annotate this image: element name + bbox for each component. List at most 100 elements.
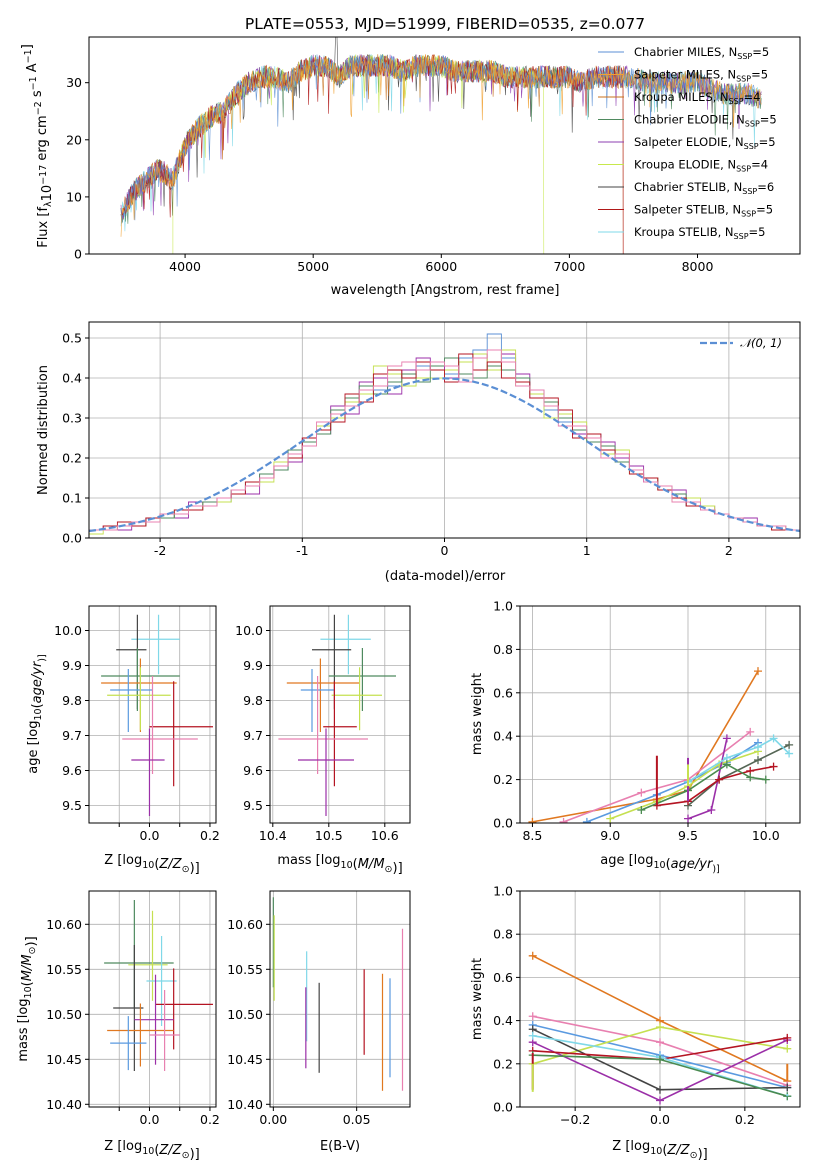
weight-line xyxy=(586,742,759,823)
weight-marker xyxy=(754,756,762,765)
y-axis-label-part: 10 xyxy=(33,708,44,720)
y-tick-label: 10.50 xyxy=(227,1007,263,1022)
legend-sub: SSP xyxy=(742,187,757,196)
y-tick-label: 10 xyxy=(66,189,82,204)
x-tick-label: 2 xyxy=(725,543,733,558)
y-axis-label-part: age/yr xyxy=(30,660,45,703)
x-tick-label: 8000 xyxy=(682,259,714,274)
legend-entry: Chabrier STELIB, NSSP=6 xyxy=(634,180,774,196)
x-axis-label: mass [log10(M/M⊙)] xyxy=(277,853,402,876)
y-tick-label: 9.9 xyxy=(243,658,263,673)
plot-area xyxy=(104,900,213,1071)
weight-marker xyxy=(722,734,731,743)
legend-sub: SSP xyxy=(729,97,744,106)
y-axis-label: Normed distribution xyxy=(36,365,51,495)
x-axis-label: age [log10(age/yr)] xyxy=(600,853,719,875)
x-axis-label-part: 10 xyxy=(142,860,154,871)
legend-count: =4 xyxy=(751,158,768,172)
weight-marker xyxy=(637,805,646,814)
weight-marker xyxy=(761,775,770,784)
x-axis-label-part: Z [log xyxy=(104,1139,142,1154)
y-tick-label: 30 xyxy=(66,75,82,90)
x-axis-label-part: )] xyxy=(712,864,719,875)
x-tick-label: 6000 xyxy=(425,259,457,274)
x-axis-label-part: ⊙ xyxy=(182,864,190,875)
x-axis-label-part: ( xyxy=(154,1143,159,1158)
legend-text: Chabrier ELODIE, N xyxy=(634,113,745,127)
y-axis-label-part: ( xyxy=(20,981,35,986)
x-tick-label: 0.05 xyxy=(343,1112,371,1127)
y-tick-label: 10.60 xyxy=(46,917,82,932)
legend-count: =5 xyxy=(752,45,769,59)
legend-entry: Kroupa MILES, NSSP=4 xyxy=(634,90,760,106)
weight-line xyxy=(687,744,790,807)
x-tick-label: 0.2 xyxy=(200,828,220,843)
x-axis-label-part: )] xyxy=(190,861,200,876)
x-axis-label: Z [log10(Z/Z⊙)] xyxy=(612,1139,707,1162)
y-tick-label: 0.8 xyxy=(493,927,513,942)
y-axis-label-part: s xyxy=(30,90,45,101)
legend-entry: Chabrier ELODIE, NSSP=5 xyxy=(634,113,777,129)
weight-marker xyxy=(769,762,778,771)
x-axis-label-part: Z [log xyxy=(104,853,142,868)
x-tick-label: 1 xyxy=(583,543,591,558)
x-axis-label-part: ⊙ xyxy=(385,864,393,875)
x-axis-label-part: M/M xyxy=(358,857,385,872)
x-axis-label-part: Z/Z xyxy=(666,1143,690,1158)
weight-line xyxy=(563,731,751,823)
y-axis-label: mass weight xyxy=(470,673,485,755)
y-axis-label: age [log10(age/yr)] xyxy=(26,654,48,773)
legend-count: =5 xyxy=(759,135,776,149)
legend-text: Kroupa MILES, N xyxy=(634,90,729,104)
x-axis-label-part: age/yr xyxy=(671,857,714,872)
x-tick-label: 0.2 xyxy=(200,1112,220,1127)
x-axis-label-part: )] xyxy=(190,1147,200,1162)
legend-count: =6 xyxy=(757,180,774,194)
axes-frame xyxy=(269,890,411,1108)
legend-count: =5 xyxy=(760,113,777,127)
y-axis-label-part: 10 xyxy=(23,986,34,998)
axes-frame xyxy=(88,890,217,1108)
weight-marker xyxy=(754,667,762,676)
x-tick-label: 0.0 xyxy=(140,828,160,843)
weight-marker xyxy=(746,773,755,782)
y-tick-label: 9.7 xyxy=(62,728,82,743)
x-axis-label: (data-model)/error xyxy=(385,569,506,584)
weight-marker xyxy=(528,951,537,960)
x-axis-label-part: )] xyxy=(698,1147,708,1162)
x-axis-label-part: )] xyxy=(393,861,403,876)
x-axis-label-part: ( xyxy=(154,857,159,872)
x-tick-label: 4000 xyxy=(169,259,201,274)
plot-area xyxy=(272,897,404,1091)
weight-marker xyxy=(783,1083,792,1092)
x-tick-label: 7000 xyxy=(553,259,585,274)
y-axis-label-part: 10 xyxy=(40,185,55,202)
x-axis-label-part: ( xyxy=(353,857,358,872)
y-axis-label-part: −17 xyxy=(38,165,49,185)
legend-text: Kroupa STELIB, N xyxy=(634,225,734,239)
y-tick-label: 9.7 xyxy=(243,728,263,743)
x-axis-label-part: 10 xyxy=(341,860,353,871)
weight-marker xyxy=(656,1096,664,1105)
y-tick-label: 9.6 xyxy=(62,763,82,778)
y-tick-label: 10.60 xyxy=(227,917,263,932)
y-tick-label: 0.4 xyxy=(493,729,513,744)
x-axis-label: Z [log10(Z/Z⊙)] xyxy=(104,1139,199,1162)
age-vs-metallicity-panel: 0.0 0.29.59.69.79.89.910.0Z [log10(Z/Z⊙)]… xyxy=(26,605,220,876)
legend-count: =5 xyxy=(749,225,766,239)
x-tick-label: 9.0 xyxy=(600,828,620,843)
y-tick-label: 0.0 xyxy=(493,1100,513,1115)
legend-entry: Salpeter ELODIE, NSSP=5 xyxy=(634,135,776,151)
x-tick-label: 5000 xyxy=(297,259,329,274)
y-tick-label: 0.2 xyxy=(493,772,513,787)
weight-line xyxy=(609,750,759,820)
x-tick-label: 0.00 xyxy=(259,1112,287,1127)
y-tick-label: 20 xyxy=(66,132,82,147)
weight-marker xyxy=(785,740,794,749)
x-axis-label-part: 10 xyxy=(650,1146,662,1157)
weight-marker xyxy=(656,1055,664,1064)
y-tick-label: 0.0 xyxy=(62,531,82,546)
y-tick-label: 0.5 xyxy=(62,331,82,346)
weight-marker xyxy=(559,817,568,823)
x-axis-label: Z [log10(Z/Z⊙)] xyxy=(104,853,199,876)
